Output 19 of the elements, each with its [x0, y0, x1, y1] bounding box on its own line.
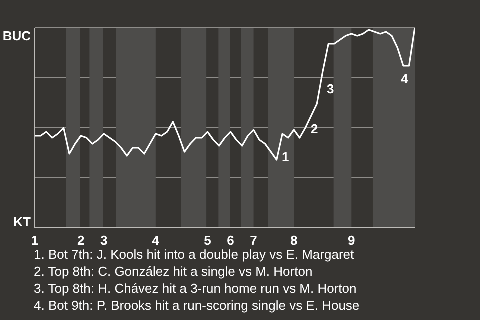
x-tick-label: 5 [204, 233, 212, 248]
text: 1. Bot 7th: J. Kools hit into a double play vs E. Margaret [34, 246, 356, 263]
x-tick-label: 9 [348, 233, 356, 248]
annotation: 3 [327, 81, 334, 96]
x-tick-label: 1 [31, 233, 39, 248]
text: BUC [2, 28, 32, 44]
x-tick-label: 7 [250, 233, 258, 248]
x-tick-label: 4 [152, 233, 160, 248]
annotation: 1 [282, 149, 290, 164]
annotation: 2 [311, 121, 318, 136]
x-tick-label: 6 [227, 233, 234, 248]
x-tick-label: 2 [77, 233, 85, 248]
x-tick-label: 3 [100, 233, 108, 248]
text: 2. Top 8th: C. González hit a single vs M. Horton [34, 263, 314, 280]
text: 3. Top 8th: H. Chávez hit a 3-run home run vs M. Horton [34, 280, 358, 297]
annotation: 4 [401, 71, 409, 86]
x-tick-label: 8 [290, 233, 298, 248]
text: 4. Bot 9th: P. Brooks hit a run-scoring single vs E. House [34, 297, 360, 314]
text: KT [14, 214, 32, 230]
